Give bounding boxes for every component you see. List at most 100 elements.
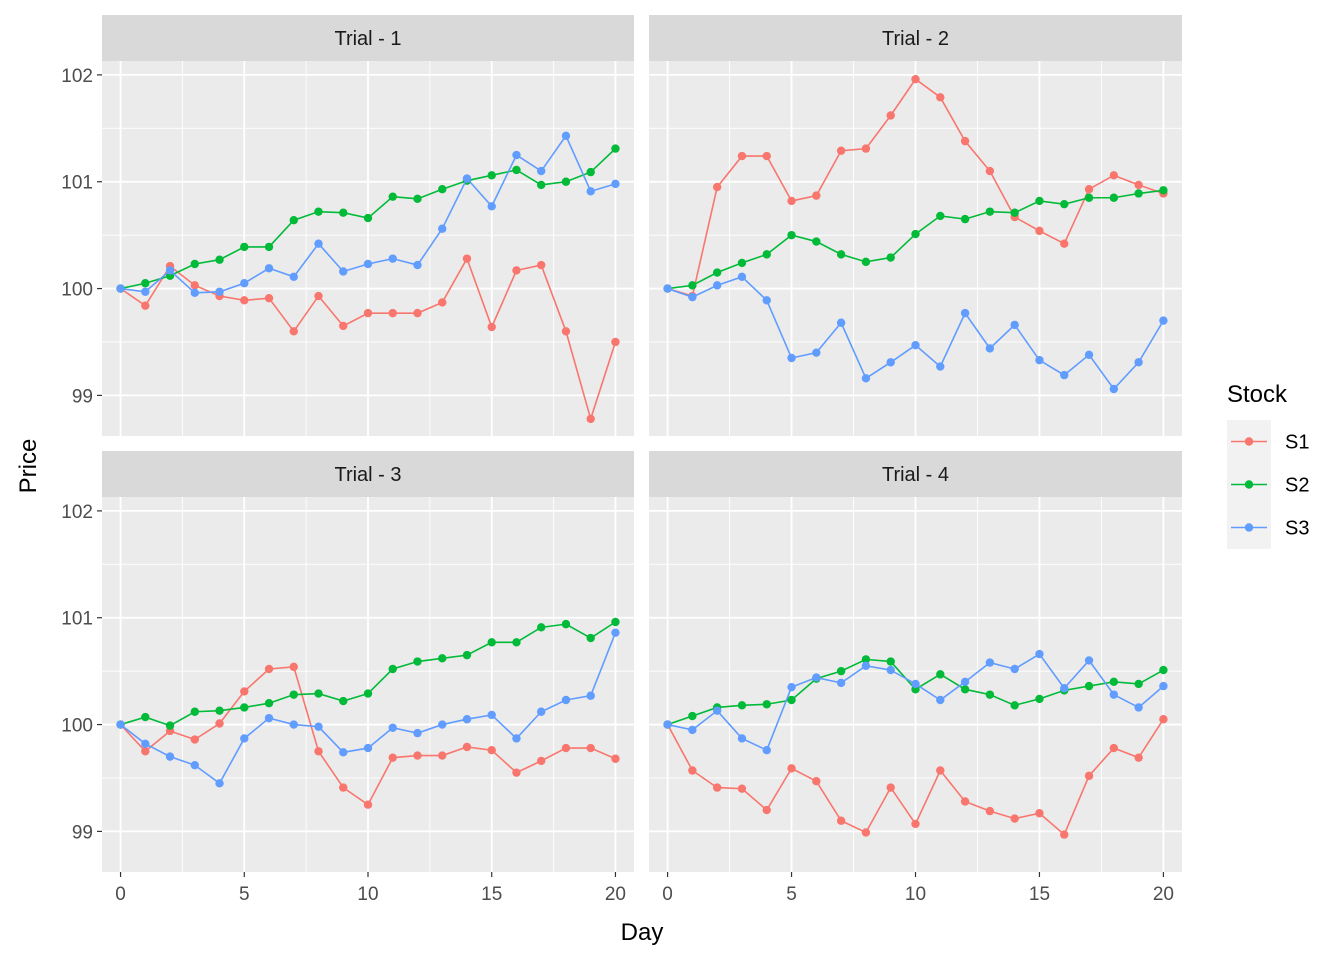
data-point-s3: [165, 266, 175, 275]
data-point-s1: [911, 819, 920, 829]
data-point-s2: [512, 638, 521, 647]
data-point-s1: [985, 166, 995, 176]
x-tick-label: 15: [481, 884, 502, 905]
data-point-s2: [462, 650, 472, 660]
data-point-s1: [314, 747, 323, 756]
data-point-s1: [960, 136, 970, 146]
x-axis-label: Day: [621, 919, 664, 946]
data-point-s3: [787, 682, 796, 692]
data-point-s2: [215, 255, 224, 264]
data-point-s3: [487, 710, 496, 720]
data-point-s3: [537, 707, 546, 716]
facet-title: Trial - 2: [882, 28, 949, 50]
data-point-s1: [388, 308, 397, 318]
data-point-s2: [688, 711, 697, 721]
data-point-s1: [1134, 753, 1143, 762]
data-point-s1: [462, 254, 472, 263]
data-point-s3: [289, 272, 298, 282]
data-point-s2: [1159, 186, 1168, 195]
data-point-s1: [886, 111, 895, 120]
data-point-s3: [240, 279, 249, 288]
data-point-s2: [363, 689, 373, 698]
data-point-s2: [190, 259, 199, 269]
data-point-s1: [190, 281, 199, 290]
data-point-s2: [787, 695, 796, 705]
data-point-s3: [1134, 358, 1143, 367]
data-point-s1: [1035, 809, 1044, 818]
data-point-s2: [388, 192, 397, 201]
data-point-s1: [737, 151, 747, 161]
data-point-s3: [487, 202, 496, 211]
data-point-s2: [762, 250, 771, 259]
data-point-s2: [264, 698, 274, 708]
x-tick-label: 15: [1029, 884, 1050, 905]
data-point-s2: [289, 215, 298, 225]
data-point-s3: [1010, 320, 1019, 330]
data-point-s1: [512, 266, 521, 275]
data-point-s2: [264, 242, 274, 252]
data-point-s3: [1134, 703, 1143, 712]
y-tick-label: 99: [72, 386, 93, 407]
facet-panel-3: Trial - 3: [102, 451, 634, 872]
data-point-s3: [314, 722, 323, 731]
data-point-s1: [537, 260, 546, 270]
data-point-s1: [561, 743, 571, 753]
x-tick-label: 20: [1153, 884, 1174, 905]
data-point-s3: [438, 720, 447, 729]
data-point-s1: [787, 764, 796, 773]
data-point-s1: [1109, 743, 1119, 753]
data-point-s3: [141, 739, 150, 748]
x-tick-label: 10: [357, 884, 378, 905]
data-point-s3: [611, 628, 620, 637]
data-point-s3: [116, 720, 125, 729]
data-point-s1: [737, 784, 747, 793]
data-point-s2: [985, 207, 995, 216]
x-tick-label: 0: [115, 884, 126, 905]
data-point-s1: [462, 742, 472, 752]
data-point-s2: [537, 180, 546, 190]
data-point-s3: [116, 284, 125, 293]
x-tick-label: 10: [905, 884, 926, 905]
data-point-s2: [611, 617, 620, 627]
data-point-s3: [215, 779, 224, 788]
y-tick-label: 100: [61, 280, 93, 301]
data-point-s2: [836, 666, 846, 676]
data-point-s2: [314, 207, 323, 216]
data-point-s3: [462, 715, 472, 724]
data-point-s3: [561, 695, 571, 705]
data-point-s2: [1035, 694, 1044, 704]
data-point-s3: [911, 340, 920, 350]
data-point-s1: [537, 756, 546, 766]
data-point-s3: [936, 695, 945, 705]
data-point-s1: [264, 293, 274, 303]
data-point-s1: [289, 327, 298, 336]
data-point-s3: [289, 720, 298, 729]
data-point-s1: [240, 296, 249, 305]
data-point-s1: [438, 751, 447, 760]
legend-label: S2: [1285, 475, 1309, 497]
legend-item-s1: S1: [1227, 420, 1309, 463]
data-point-s2: [762, 700, 771, 709]
data-point-s2: [936, 211, 945, 221]
y-tick-label: 101: [61, 173, 93, 194]
data-point-s1: [911, 74, 920, 84]
data-point-s3: [985, 344, 995, 353]
data-point-s1: [1134, 180, 1143, 190]
data-point-s2: [413, 194, 422, 204]
data-point-s3: [438, 224, 447, 233]
legend: Stock S1 S2 S3: [1227, 381, 1309, 549]
data-point-s3: [762, 296, 771, 305]
data-point-s3: [1084, 656, 1094, 665]
data-point-s3: [537, 166, 546, 176]
data-point-s3: [663, 720, 672, 729]
data-point-s1: [936, 766, 945, 775]
legend-key-point: [1244, 480, 1254, 489]
data-point-s2: [438, 654, 447, 663]
data-point-s2: [936, 670, 945, 679]
data-point-s3: [388, 254, 397, 263]
data-point-s3: [413, 260, 422, 270]
data-point-s1: [611, 754, 620, 763]
x-tick-label: 20: [605, 884, 626, 905]
